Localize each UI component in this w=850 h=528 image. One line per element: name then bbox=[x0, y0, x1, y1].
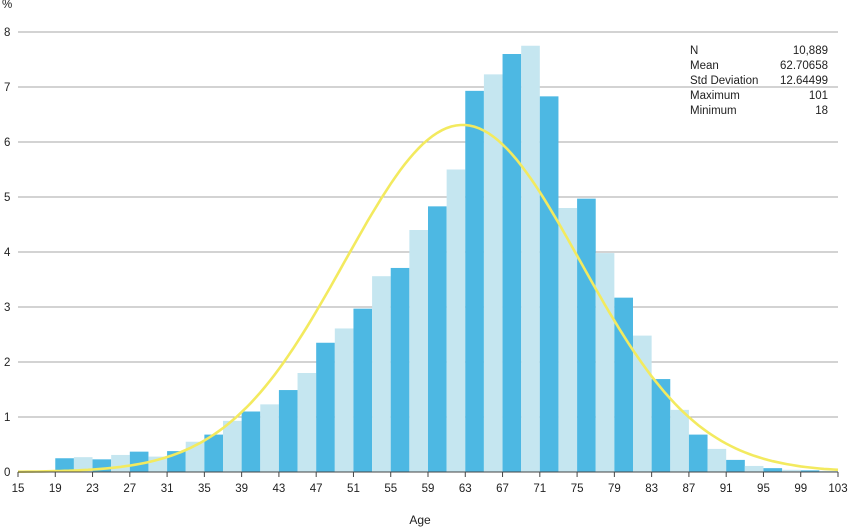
histogram-bar bbox=[782, 469, 801, 472]
histogram-bar bbox=[502, 54, 522, 472]
histogram-bar bbox=[409, 230, 428, 472]
x-tick-label: 15 bbox=[12, 483, 25, 495]
histogram-bar bbox=[595, 253, 615, 472]
stats-row: Mean 62.70658 bbox=[690, 59, 828, 74]
histogram-bar bbox=[744, 465, 764, 472]
y-tick-label: 3 bbox=[4, 302, 10, 314]
x-tick-label: 99 bbox=[794, 483, 807, 495]
histogram-bar bbox=[558, 208, 578, 472]
x-tick-label: 79 bbox=[608, 483, 621, 495]
x-tick-label: 47 bbox=[310, 483, 323, 495]
y-tick-label: 5 bbox=[4, 192, 10, 204]
x-tick-label: 31 bbox=[161, 483, 174, 495]
x-tick-label: 87 bbox=[683, 483, 696, 495]
stats-row: Std Deviation 12.64499 bbox=[690, 74, 828, 89]
x-tick-label: 43 bbox=[273, 483, 286, 495]
histogram-bar bbox=[241, 411, 261, 472]
y-tick-label: 8 bbox=[4, 27, 10, 39]
stats-row: Maximum 101 bbox=[690, 89, 828, 104]
histogram-bar bbox=[521, 45, 540, 472]
histogram-bar bbox=[260, 404, 279, 472]
histogram-bar bbox=[223, 420, 242, 472]
y-tick-label: 2 bbox=[4, 357, 10, 369]
y-tick-label: 4 bbox=[4, 247, 11, 259]
normal-curve bbox=[18, 123, 839, 473]
histogram-bar bbox=[316, 342, 335, 472]
y-axis-unit: % bbox=[2, 0, 12, 11]
x-tick-label: 91 bbox=[720, 483, 733, 495]
histogram-bar bbox=[428, 206, 447, 472]
histogram-bar bbox=[334, 328, 354, 472]
stats-value: 101 bbox=[808, 90, 828, 102]
histogram-bar bbox=[297, 373, 317, 472]
x-tick-label: 83 bbox=[645, 483, 658, 495]
histogram-bar bbox=[670, 409, 689, 472]
histogram-bar bbox=[111, 454, 130, 472]
x-tick-label: 39 bbox=[235, 483, 248, 495]
histogram-bar bbox=[353, 308, 373, 472]
stats-box: N 10,889 Mean 62.70658 Std Deviation 12.64499… bbox=[690, 44, 828, 119]
histogram-bar bbox=[763, 468, 783, 472]
x-tick-label: 19 bbox=[49, 483, 62, 495]
histogram-bar bbox=[446, 169, 466, 472]
histogram-bar bbox=[278, 390, 298, 472]
stats-label: Minimum bbox=[690, 105, 737, 117]
stats-value: 18 bbox=[815, 105, 828, 117]
histogram-bar bbox=[55, 458, 74, 472]
histogram-bar bbox=[204, 434, 223, 472]
histogram-bar bbox=[483, 74, 503, 472]
x-tick-label: 63 bbox=[459, 483, 472, 495]
y-tick-label: 7 bbox=[4, 82, 10, 94]
histogram-bar bbox=[688, 434, 708, 472]
stats-value: 62.70658 bbox=[780, 60, 828, 72]
x-tick-label: 51 bbox=[347, 483, 360, 495]
histogram-bar bbox=[800, 470, 820, 472]
stats-value: 10,889 bbox=[792, 45, 828, 57]
histogram-bar bbox=[819, 470, 838, 472]
x-tick-label: 95 bbox=[757, 483, 770, 495]
x-tick-label: 67 bbox=[496, 483, 509, 495]
stats-row: Minimum 18 bbox=[690, 104, 828, 119]
stats-row: N 10,889 bbox=[690, 44, 828, 59]
stats-label: N bbox=[690, 45, 699, 57]
x-tick-label: 23 bbox=[86, 483, 99, 495]
x-tick-label: 55 bbox=[384, 483, 397, 495]
histogram-bar bbox=[73, 457, 93, 472]
x-tick-label: 103 bbox=[828, 483, 847, 495]
histogram-bar bbox=[372, 276, 391, 472]
stats-value: 12.64499 bbox=[780, 75, 828, 87]
histogram-bar bbox=[651, 379, 671, 472]
histogram-bar bbox=[539, 96, 559, 472]
y-tick-label: 0 bbox=[4, 467, 10, 479]
x-tick-label: 27 bbox=[123, 483, 136, 495]
x-tick-label: 71 bbox=[533, 483, 546, 495]
histogram-bar bbox=[129, 451, 149, 472]
histogram-bar bbox=[707, 448, 727, 472]
x-tick-label: 35 bbox=[198, 483, 211, 495]
y-tick-label: 1 bbox=[4, 412, 10, 424]
y-tick-label: 6 bbox=[4, 137, 10, 149]
x-axis-label: Age bbox=[409, 513, 431, 527]
histogram-bar bbox=[390, 267, 410, 472]
stats-label: Std Deviation bbox=[690, 75, 759, 87]
x-tick-label: 59 bbox=[422, 483, 435, 495]
stats-label: Mean bbox=[690, 60, 719, 72]
x-tick-label: 75 bbox=[571, 483, 584, 495]
histogram-bar bbox=[577, 198, 596, 472]
stats-label: Maximum bbox=[690, 90, 740, 102]
histogram-bar bbox=[726, 459, 745, 472]
histogram-bar bbox=[465, 90, 484, 472]
